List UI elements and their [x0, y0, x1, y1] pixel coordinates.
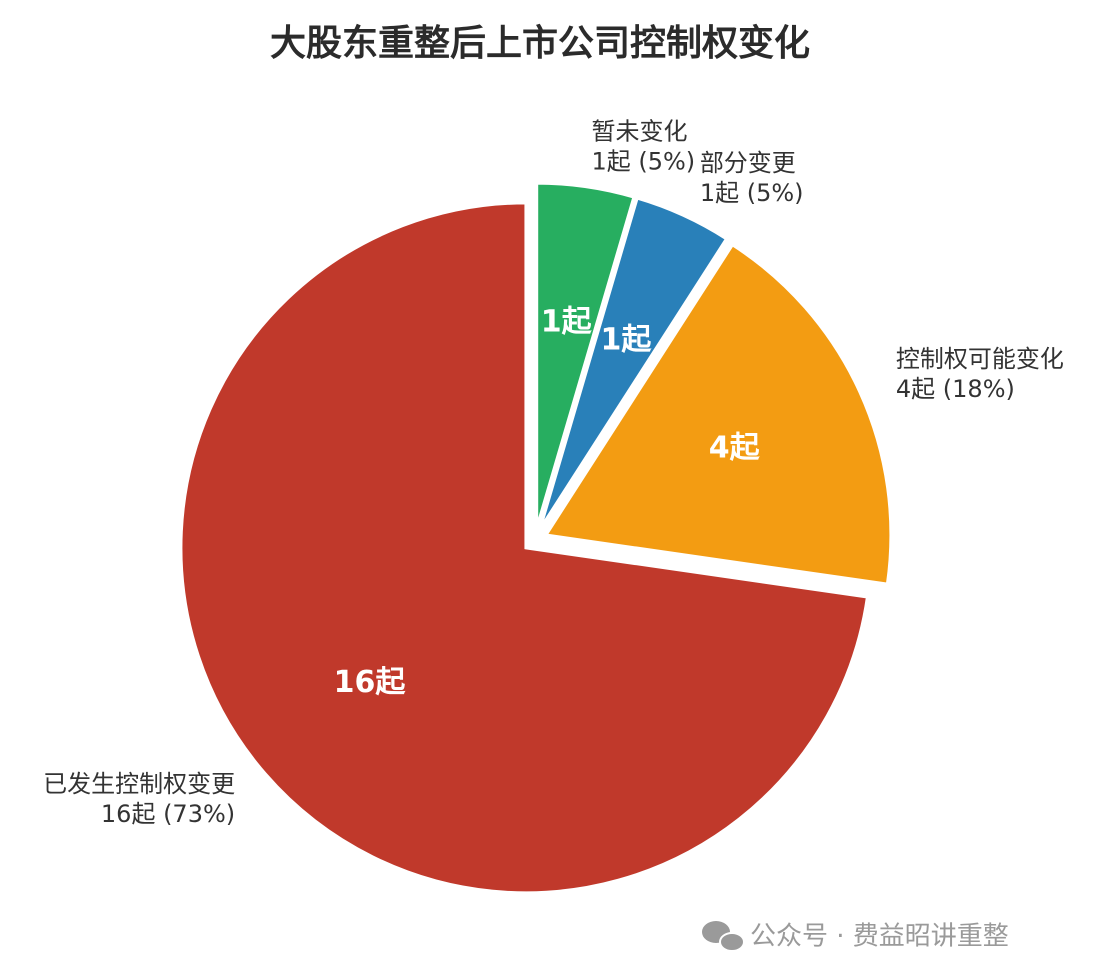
slice-label: 1起 (5%): [591, 147, 695, 175]
chart-title: 大股东重整后上市公司控制权变化: [270, 22, 810, 64]
pie-slice: [543, 242, 893, 586]
watermark-icon: [702, 921, 745, 952]
pie-slice: [179, 201, 870, 895]
inner-label: 16起: [334, 665, 407, 700]
slice-name: 已发生控制权变更: [43, 770, 235, 798]
slice-label: 1起 (5%): [700, 179, 804, 207]
slice-name: 部分变更: [700, 149, 796, 177]
inner-label: 1起: [541, 305, 593, 340]
slice-name: 暂未变化: [591, 117, 687, 145]
watermark: 公众号 · 费益昭讲重整: [750, 922, 1009, 952]
inner-label: 4起: [709, 431, 761, 466]
slice-label: 4起 (18%): [896, 375, 1015, 403]
slice-label: 16起 (73%): [101, 800, 235, 828]
inner-label: 1起: [601, 322, 653, 357]
slice-name: 控制权可能变化: [896, 345, 1064, 373]
pie-slice: [535, 181, 636, 529]
pie-slice: [538, 196, 729, 530]
